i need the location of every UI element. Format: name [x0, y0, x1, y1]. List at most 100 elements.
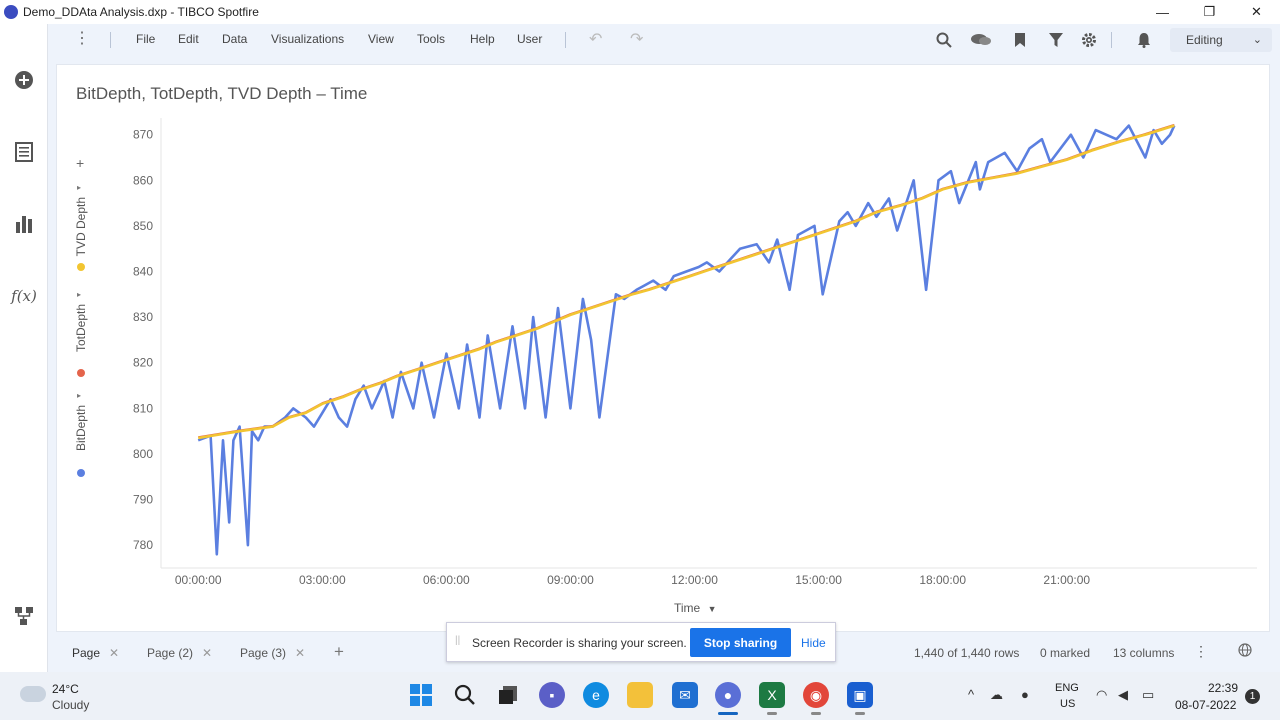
y-tick-label: 850 — [133, 219, 153, 233]
x-tick-label: 06:00:00 — [423, 573, 470, 587]
add-data-icon[interactable] — [12, 68, 36, 92]
spotfire-app-icon — [4, 5, 18, 19]
more-menu-icon[interactable]: ⋮ — [74, 30, 90, 47]
microphone-icon[interactable]: ● — [1021, 687, 1029, 702]
spotfire-taskbar-icon[interactable]: ● — [715, 682, 741, 708]
hide-button[interactable]: Hide — [801, 636, 826, 650]
battery-icon[interactable]: ▭ — [1142, 687, 1155, 702]
onedrive-cloud-icon[interactable]: ☁ — [990, 687, 1003, 702]
status-more-icon[interactable]: ⋮ — [1194, 643, 1208, 659]
mail-icon[interactable]: ✉ — [672, 682, 698, 708]
collaboration-icon[interactable] — [971, 30, 991, 50]
app-running-indicator — [855, 712, 865, 715]
excel-icon[interactable]: X — [759, 682, 785, 708]
window-title: Demo_DDAta Analysis.dxp - TIBCO Spotfire — [23, 5, 259, 19]
visualizations-icon[interactable] — [12, 212, 36, 236]
caret-down-icon: ▼ — [707, 604, 717, 614]
left-toolbar: f(x) — [0, 24, 48, 672]
gear-icon[interactable] — [1079, 30, 1099, 50]
menu-file[interactable]: File — [136, 32, 156, 46]
bookmark-icon[interactable] — [1010, 30, 1030, 50]
language-code[interactable]: ENG — [1055, 682, 1079, 694]
function-icon[interactable]: f(x) — [11, 287, 37, 305]
weather-temperature[interactable]: 24°C — [52, 682, 79, 696]
expand-arrow-icon[interactable]: ▸ — [77, 183, 82, 192]
series-line-tvd-depth — [197, 124, 1175, 440]
menu-data[interactable]: Data — [222, 32, 248, 46]
expand-arrow-icon[interactable]: ▸ — [77, 290, 82, 299]
minimize-button[interactable]: — — [1156, 4, 1169, 20]
wifi-icon[interactable]: ◠ — [1096, 687, 1108, 702]
y-tick-label: 800 — [133, 447, 153, 461]
line-chart[interactable]: 780 790 800 810 820 830 840 850 860 870 00:00:00 03… — [57, 65, 1271, 633]
menu-divider — [565, 32, 566, 48]
menu-visualizations[interactable]: Visualizations — [271, 32, 345, 46]
title-bar: Demo_DDAta Analysis.dxp - TIBCO Spotfire… — [0, 0, 1280, 24]
menu-help[interactable]: Help — [470, 32, 495, 46]
close-tab-icon[interactable]: ✕ — [109, 646, 120, 660]
main-frame: ⋮ File Edit Data Visualizations View Too… — [48, 24, 1280, 672]
x-axis-selector[interactable]: Time ▼ — [662, 598, 729, 620]
legend-item-tvd-depth[interactable]: ▸ TVD Depth — [71, 183, 91, 273]
visualization-title: BitDepth, TotDepth, TVD Depth – Time — [76, 84, 368, 103]
menu-bar: ⋮ File Edit Data Visualizations View Too… — [48, 24, 1280, 56]
filter-icon[interactable] — [1046, 30, 1066, 50]
menu-tools[interactable]: Tools — [417, 32, 446, 46]
add-page-button[interactable]: + — [334, 642, 344, 661]
language-region[interactable]: US — [1060, 698, 1076, 710]
notifications-icon[interactable] — [1134, 30, 1154, 50]
legend-swatch-tvd-depth — [77, 263, 85, 271]
search-icon[interactable] — [452, 682, 478, 708]
mode-dropdown[interactable]: Editing ⌄ — [1170, 28, 1272, 52]
weather-condition[interactable]: Cloudy — [52, 698, 90, 712]
legend-item-totdepth[interactable]: ▸ TotDepth — [71, 290, 91, 380]
expand-arrow-icon[interactable]: ▸ — [77, 391, 82, 400]
drag-handle-icon[interactable]: || — [455, 635, 461, 646]
data-flow-icon[interactable] — [12, 604, 36, 628]
menu-user[interactable]: User — [517, 32, 543, 46]
search-icon[interactable] — [934, 30, 954, 50]
stop-sharing-button[interactable]: Stop sharing — [690, 628, 791, 657]
y-tick-label: 780 — [133, 538, 153, 552]
tab-page-2[interactable]: Page (2) ✕ — [147, 642, 212, 666]
data-table-icon[interactable] — [12, 140, 36, 164]
restore-button[interactable]: ❐ — [1203, 4, 1216, 19]
notification-badge[interactable]: 1 — [1245, 689, 1260, 704]
x-tick-label: 18:00:00 — [919, 573, 966, 587]
volume-icon[interactable]: ◀ — [1118, 687, 1128, 702]
mode-label: Editing — [1186, 33, 1223, 47]
menu-divider — [110, 32, 111, 48]
chrome-icon[interactable]: ◉ — [803, 682, 829, 708]
tab-page-3[interactable]: Page (3) ✕ — [240, 642, 305, 666]
close-button[interactable]: ✕ — [1251, 4, 1262, 19]
file-explorer-icon[interactable] — [627, 682, 653, 708]
x-axis-label: Time — [674, 601, 701, 615]
window-controls: — ❐ ✕ — [1139, 0, 1280, 24]
legend-item-bitdepth[interactable]: ▸ BitDepth — [71, 391, 91, 481]
visualization-panel: BitDepth, TotDepth, TVD Depth – Time + ▸… — [56, 64, 1270, 632]
menu-divider — [1111, 32, 1112, 48]
windows-start-icon[interactable] — [408, 682, 434, 708]
x-tick-label: 09:00:00 — [547, 573, 594, 587]
chevron-up-icon[interactable]: ^ — [968, 687, 975, 702]
undo-icon[interactable]: ↶ — [589, 31, 603, 48]
y-tick-label: 790 — [133, 493, 153, 507]
task-view-icon[interactable] — [495, 682, 521, 708]
clock-date[interactable]: 08-07-2022 — [1175, 698, 1237, 712]
clock-time[interactable]: 22:39 — [1208, 681, 1239, 695]
screen-recorder-icon[interactable]: ▣ — [847, 682, 873, 708]
taskbar: 24°C Cloudy ▪ e ✉ ● X ◉ ▣ ^ ☁ ● ENG US ◠… — [0, 672, 1280, 720]
chat-icon[interactable]: ▪ — [539, 682, 565, 708]
close-tab-icon[interactable]: ✕ — [295, 646, 306, 660]
edge-browser-icon[interactable]: e — [583, 682, 609, 708]
globe-icon[interactable] — [1238, 643, 1252, 660]
y-tick-label: 860 — [133, 173, 153, 187]
redo-icon[interactable]: ↷ — [630, 31, 644, 48]
tab-page[interactable]: Page ✕ — [72, 642, 119, 666]
close-tab-icon[interactable]: ✕ — [202, 646, 213, 660]
menu-edit[interactable]: Edit — [178, 32, 199, 46]
menu-view[interactable]: View — [368, 32, 394, 46]
legend: + ▸ TVD Depth ▸ TotDepth ▸ BitDepth — [69, 155, 93, 485]
y-tick-label: 810 — [133, 401, 153, 415]
add-legend-icon[interactable]: + — [76, 155, 85, 171]
